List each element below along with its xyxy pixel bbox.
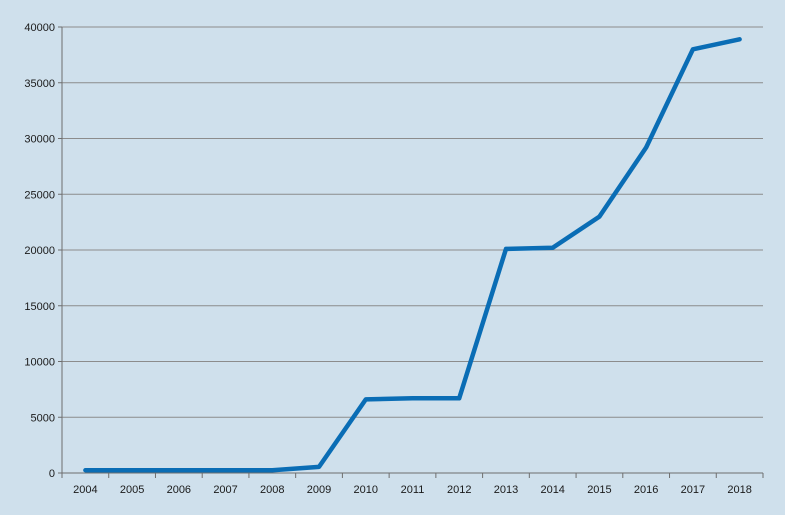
x-tick-label: 2005 xyxy=(120,484,144,496)
x-tick-label: 2017 xyxy=(681,484,705,496)
x-axis-ticks: 2004 2005 2006 2007 2008 2009 2010 2011 2012 2013… xyxy=(61,473,764,496)
data-point xyxy=(504,247,508,251)
data-point xyxy=(691,47,695,51)
data-point xyxy=(411,396,415,400)
x-tick-label: 2006 xyxy=(167,484,191,496)
gridlines xyxy=(62,26,763,418)
x-tick-label: 2014 xyxy=(540,484,564,496)
y-tick-label: 35000 xyxy=(24,78,55,90)
series-line-0 xyxy=(83,37,742,473)
x-tick-label: 2009 xyxy=(307,484,331,496)
series-group xyxy=(83,37,742,473)
x-tick-label: 2012 xyxy=(447,484,471,496)
y-tick-label: 30000 xyxy=(24,134,55,146)
data-point xyxy=(644,145,648,149)
data-point xyxy=(83,468,87,472)
x-tick-label: 2018 xyxy=(727,484,751,496)
y-tick-label: 40000 xyxy=(24,22,55,34)
y-tick-label: 15000 xyxy=(24,301,55,313)
x-tick-label: 2008 xyxy=(260,484,284,496)
data-point xyxy=(738,37,742,41)
data-point xyxy=(177,468,181,472)
data-point xyxy=(551,246,555,250)
data-point xyxy=(270,468,274,472)
y-tick-label: 20000 xyxy=(24,245,55,257)
x-tick-label: 2016 xyxy=(634,484,658,496)
data-point xyxy=(224,468,228,472)
y-axis-ticks: 0 5000 10000 15000 20000 25000 30000 35000 40000 xyxy=(24,22,62,480)
x-tick-label: 2004 xyxy=(73,484,97,496)
data-point xyxy=(317,465,321,469)
data-point xyxy=(364,397,368,401)
x-tick-label: 2015 xyxy=(587,484,611,496)
x-tick-label: 2013 xyxy=(494,484,518,496)
y-tick-label: 10000 xyxy=(24,357,55,369)
data-point xyxy=(130,468,134,472)
data-point xyxy=(597,215,601,219)
x-tick-label: 2011 xyxy=(401,484,425,496)
y-tick-label: 5000 xyxy=(31,412,55,424)
x-tick-label: 2010 xyxy=(354,484,378,496)
data-point xyxy=(457,396,461,400)
y-tick-label: 25000 xyxy=(24,189,55,201)
y-tick-label: 0 xyxy=(49,468,55,480)
x-tick-label: 2007 xyxy=(213,484,237,496)
